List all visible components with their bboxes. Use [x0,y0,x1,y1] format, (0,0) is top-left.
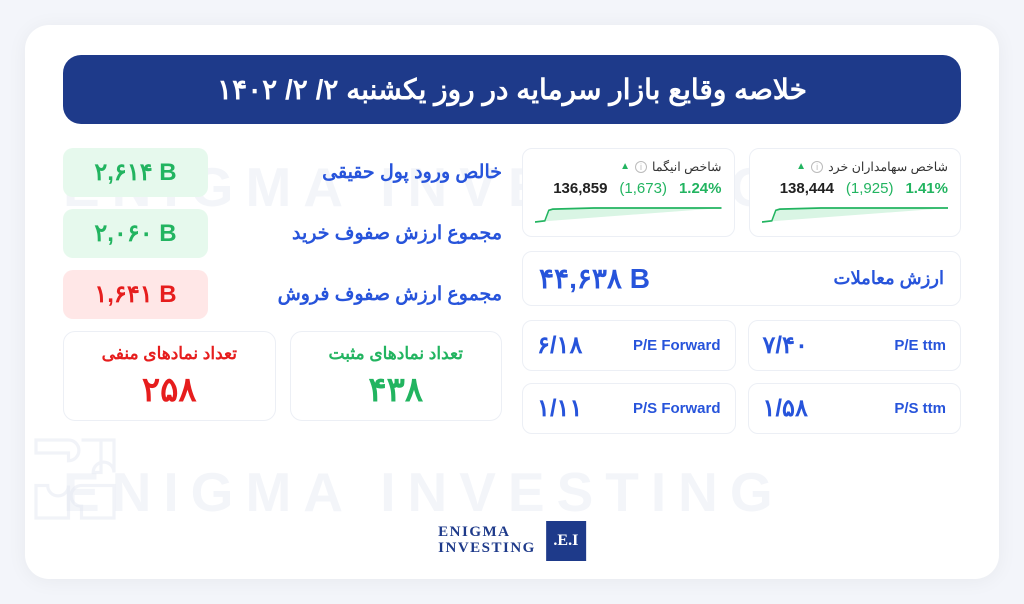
logo-square: E.I. [546,521,586,561]
stat-row-buyqueue: مجموع ارزش صفوف خرید ۲,۰۶۰ B [63,209,502,258]
trade-value: ۴۴,۶۳۸ B [539,262,650,295]
trade-value-row: ارزش معاملات ۴۴,۶۳۸ B [522,251,961,306]
positive-symbols-box: تعداد نمادهای مثبت ۴۳۸ [290,331,503,421]
index-card-retail: شاخص سهامداران خرد i ▲ 138,444 (1,925) 1… [749,148,962,237]
symbol-counts-row: تعداد نمادهای مثبت ۴۳۸ تعداد نمادهای منف… [63,331,502,421]
stat-row-inflow: خالص ورود پول حقیقی ۲,۶۱۴ B [63,148,502,197]
ratio-label: P/E Forward [633,337,721,354]
up-triangle-icon: ▲ [620,161,630,172]
left-column: خالص ورود پول حقیقی ۲,۶۱۴ B مجموع ارزش ص… [63,148,502,434]
stat-value-pill: ۲,۶۱۴ B [63,148,208,197]
index-card-enigma: شاخص انیگما i ▲ 136,859 (1,673) 1.24% [522,148,735,237]
ratio-value: ۷/۴۰ [763,331,808,360]
stat-value-pill: ۱,۶۴۱ B [63,270,208,319]
index-value: 138,444 [780,180,834,197]
stat-label: مجموع ارزش صفوف خرید [222,222,502,245]
page-title: خلاصه وقایع بازار سرمایه در روز یکشنبه ۲… [63,55,961,124]
stat-value-pill: ۲,۰۶۰ B [63,209,208,258]
index-change: (1,673) [619,180,667,197]
ratio-label: P/S Forward [633,400,721,417]
negative-symbols-box: تعداد نمادهای منفی ۲۵۸ [63,331,276,421]
count-value: ۲۵۸ [74,370,265,410]
dashboard-card: ENIGMA INVESTING ENIGMA INVESTING خلاصه … [25,25,999,579]
index-percent: 1.41% [905,180,948,197]
ratio-value: ۱/۵۸ [763,394,808,423]
stat-label: مجموع ارزش صفوف فروش [222,283,502,306]
up-triangle-icon: ▲ [796,161,806,172]
ratio-ps-ttm: P/S ttm ۱/۵۸ [748,383,962,434]
ratio-value: ۶/۱۸ [537,331,582,360]
logo-line2: INVESTING [438,541,536,557]
index-title-text: شاخص سهامداران خرد [828,159,948,174]
count-value: ۴۳۸ [301,370,492,410]
sparkline-chart [535,201,722,229]
index-title-text: شاخص انیگما [652,159,721,174]
index-change: (1,925) [846,180,894,197]
info-icon[interactable]: i [811,161,823,173]
ratio-label: P/S ttm [894,400,946,417]
logo-line1: ENIGMA [438,525,536,541]
count-title: تعداد نمادهای مثبت [301,344,492,364]
sparkline-chart [762,201,949,229]
index-value: 136,859 [553,180,607,197]
logo-text: ENIGMA INVESTING [438,525,536,557]
index-percent: 1.24% [679,180,722,197]
ratios-grid: P/E ttm ۷/۴۰ P/E Forward ۶/۱۸ P/S ttm ۱/… [522,320,961,434]
trade-value-label: ارزش معاملات [834,268,945,289]
info-icon[interactable]: i [635,161,647,173]
ratio-label: P/E ttm [894,337,946,354]
ratio-value: ۱/۱۱ [537,394,582,423]
ratio-pe-ttm: P/E ttm ۷/۴۰ [748,320,962,371]
stat-row-sellqueue: مجموع ارزش صفوف فروش ۱,۶۴۱ B [63,270,502,319]
watermark-bottom: ENIGMA INVESTING [63,460,785,524]
main-grid: شاخص سهامداران خرد i ▲ 138,444 (1,925) 1… [63,148,961,434]
ratio-pe-fwd: P/E Forward ۶/۱۸ [522,320,736,371]
ratio-ps-fwd: P/S Forward ۱/۱۱ [522,383,736,434]
count-title: تعداد نمادهای منفی [74,344,265,364]
indices-row: شاخص سهامداران خرد i ▲ 138,444 (1,925) 1… [522,148,961,237]
brand-logo: E.I. ENIGMA INVESTING [438,521,586,561]
stat-label: خالص ورود پول حقیقی [222,161,502,184]
right-column: شاخص سهامداران خرد i ▲ 138,444 (1,925) 1… [522,148,961,434]
